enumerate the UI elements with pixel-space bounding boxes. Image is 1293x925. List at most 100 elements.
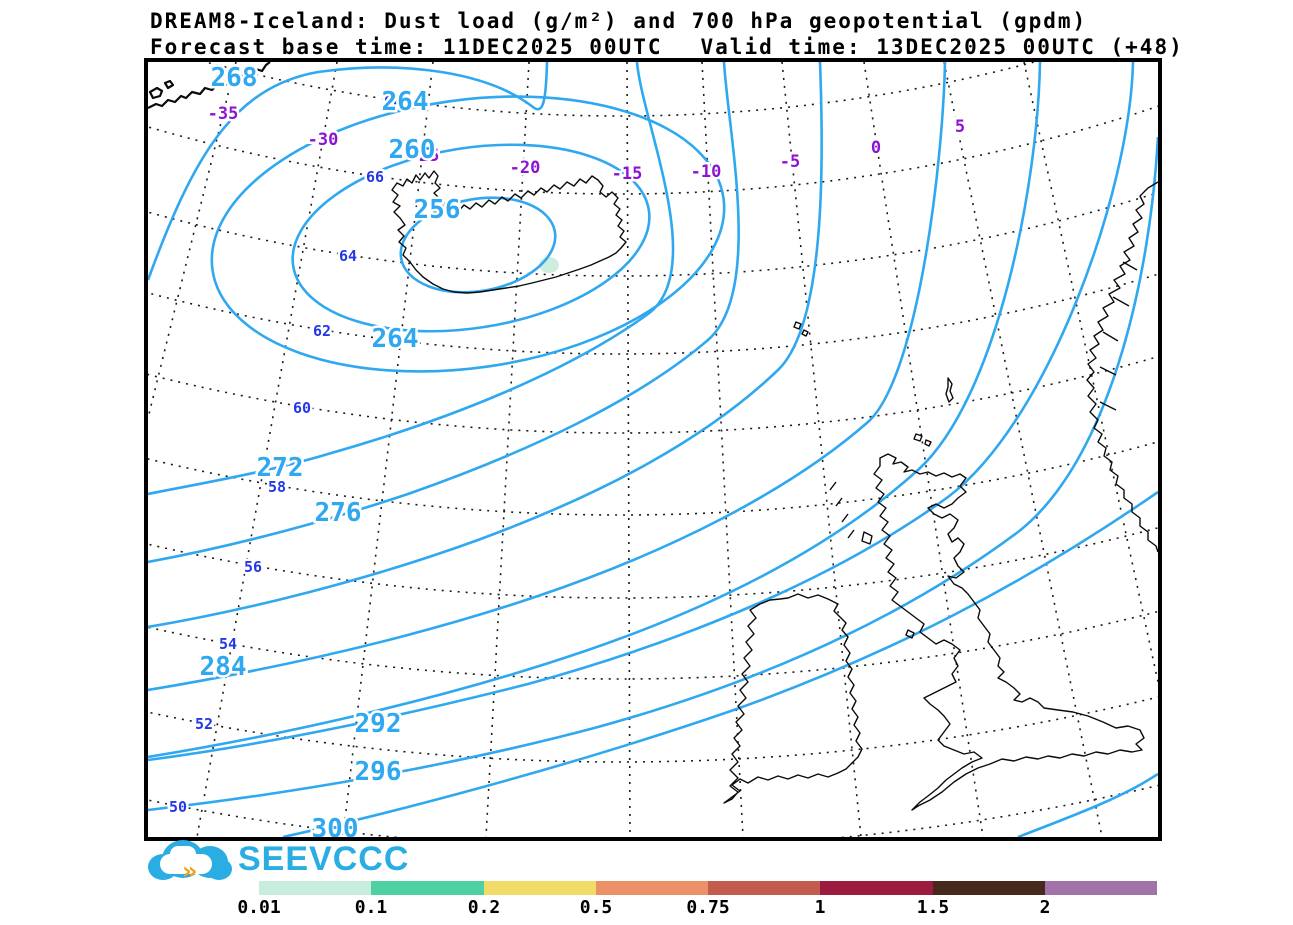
coastline-great-britain — [873, 453, 1145, 811]
weather-map-svg: 68 66 64 62 60 58 56 54 52 50 -35 -30 -2… — [148, 62, 1158, 837]
longitude-label: -10 — [691, 162, 722, 182]
coastline-orkney — [913, 433, 932, 447]
contour-268 — [148, 62, 549, 281]
colorbar-segment — [483, 881, 596, 895]
contour-292 — [148, 62, 1135, 762]
coastline-faroe-islands — [793, 321, 809, 337]
contour-labels: 268 264 260 256 264 272 276 284 292 296 … — [197, 62, 463, 837]
contour-272 — [148, 62, 675, 496]
coastline-norway — [1086, 181, 1158, 553]
forecast-base-time: Forecast base time: 11DEC2025 00UTC — [150, 35, 663, 59]
longitude-labels: -35 -30 -25 -20 -15 -10 -5 0 5 — [205, 102, 967, 187]
latitude-label: 60 — [293, 399, 311, 417]
meridian-line — [626, 62, 631, 837]
coastline-iceland — [391, 170, 627, 294]
latitude-label: 50 — [169, 798, 187, 816]
contour-label: 260 — [389, 135, 436, 165]
cloud-icon: » — [148, 840, 234, 885]
longitude-label: -20 — [510, 158, 541, 178]
latitude-label: 56 — [244, 558, 262, 576]
parallel-line — [203, 62, 1037, 117]
coastline-isle-of-man — [905, 629, 915, 639]
colorbar-segment — [595, 881, 708, 895]
meridian-line — [196, 62, 338, 837]
map-title: DREAM8-Iceland: Dust load (g/m²) and 700… — [150, 9, 1088, 33]
parallel-line — [148, 191, 1158, 277]
parallel-line — [148, 526, 1158, 599]
chevron-arrow-icon: » — [182, 857, 198, 885]
norway-fjords — [1099, 261, 1138, 411]
contour-label: 296 — [355, 757, 402, 787]
latitude-label: 66 — [366, 168, 384, 186]
logo-text: SEEVCCC — [238, 840, 410, 878]
contour-label: 264 — [382, 87, 429, 117]
latitude-labels: 68 66 64 62 60 58 56 54 52 50 — [166, 90, 404, 819]
contour-256 — [399, 196, 557, 294]
meridian-line — [781, 62, 862, 837]
contour-300 — [282, 490, 1158, 837]
longitude-label: -35 — [208, 104, 239, 124]
contour-label: 292 — [355, 709, 402, 739]
coastline-shetland — [945, 377, 954, 403]
colorbar-tick-label: 2 — [1039, 897, 1051, 918]
cloud-shape-inner — [170, 846, 196, 862]
contour-label: 264 — [372, 324, 419, 354]
contour-label: 268 — [211, 63, 258, 93]
meridian-line — [148, 62, 237, 419]
latitude-label: 54 — [219, 635, 237, 653]
latitude-label: 68 — [384, 92, 402, 110]
colorbar-segment — [708, 881, 821, 895]
contour-label: 272 — [257, 453, 304, 483]
colorbar-tick-label: 0.2 — [467, 897, 501, 918]
parallel-line — [148, 272, 1158, 355]
colorbar-tick-label: 1.5 — [916, 897, 950, 918]
contour-label: 256 — [414, 195, 461, 225]
longitude-label: 5 — [955, 117, 965, 137]
coastline-greenland — [148, 62, 271, 109]
latitude-label: 64 — [339, 247, 357, 265]
dust-load-colorbar — [259, 881, 1157, 895]
colorbar-segment — [932, 881, 1045, 895]
colorbar-tick-label: 1 — [814, 897, 826, 918]
meridian-line — [1023, 62, 1158, 683]
coastline-greenland-islands — [148, 79, 175, 100]
coastlines — [148, 62, 1158, 811]
meridian-line — [943, 62, 1103, 837]
colorbar-tick-label: 0.5 — [579, 897, 613, 918]
colorbar-segment — [1044, 881, 1157, 895]
geopotential-contours — [148, 62, 1158, 837]
longitude-label: -30 — [308, 130, 339, 150]
meridian-line — [863, 62, 984, 837]
meridian-line — [485, 62, 530, 837]
latitude-label: 52 — [195, 715, 213, 733]
parallel-line — [148, 355, 1158, 434]
contour-264 — [210, 95, 726, 373]
contour-label: 300 — [312, 814, 359, 837]
contour-280 — [148, 62, 824, 629]
contour-296 — [148, 136, 1158, 812]
map-panel: 68 66 64 62 60 58 56 54 52 50 -35 -30 -2… — [144, 58, 1162, 841]
graticule-parallels — [148, 62, 1158, 837]
colorbar-segment — [259, 881, 372, 895]
graticule-meridians — [148, 62, 1158, 837]
colorbar-segment — [371, 881, 484, 895]
forecast-times: Forecast base time: 11DEC2025 00UTC Valid… — [150, 34, 1293, 60]
latitude-label: 58 — [268, 478, 286, 496]
contour-276 — [148, 62, 740, 564]
parallel-line — [148, 784, 1158, 837]
longitude-label: -25 — [409, 146, 440, 166]
contour-284 — [148, 62, 947, 692]
meridian-line — [701, 62, 744, 837]
contour-label: 284 — [200, 652, 247, 682]
parallel-line — [148, 62, 1158, 837]
contour-260 — [291, 143, 651, 333]
coastline-hebrides — [829, 481, 873, 545]
cloud-shape — [206, 858, 232, 880]
contour-304 — [1017, 772, 1158, 837]
colorbar-tick-label: 0.75 — [686, 897, 730, 918]
colorbar-tick-label: 0.01 — [237, 897, 281, 918]
parallel-line — [148, 695, 1158, 763]
contour-label: 276 — [315, 498, 362, 528]
coastline-ireland — [723, 593, 863, 804]
latitude-label: 62 — [313, 322, 331, 340]
